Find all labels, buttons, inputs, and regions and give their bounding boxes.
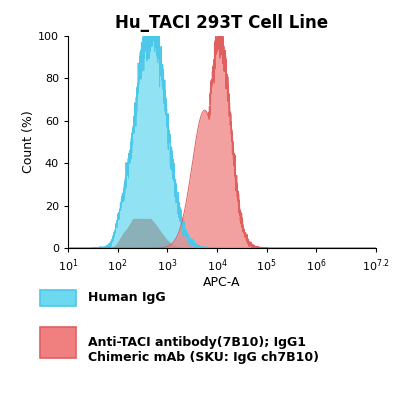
Y-axis label: Count (%): Count (%) — [22, 111, 35, 173]
Text: Human IgG: Human IgG — [88, 292, 166, 304]
Text: Anti-TACI antibody(7B10); IgG1
Chimeric mAb (SKU: IgG ch7B10): Anti-TACI antibody(7B10); IgG1 Chimeric … — [88, 336, 319, 364]
FancyBboxPatch shape — [40, 290, 76, 306]
X-axis label: APC-A: APC-A — [203, 276, 241, 290]
FancyBboxPatch shape — [40, 327, 76, 358]
Title: Hu_TACI 293T Cell Line: Hu_TACI 293T Cell Line — [116, 14, 328, 32]
